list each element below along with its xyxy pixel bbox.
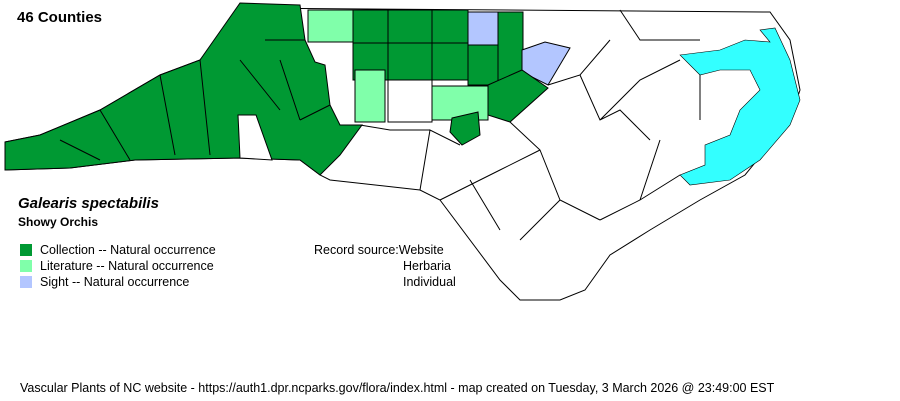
county-empty-buncombe xyxy=(237,114,273,161)
record-source-individual: Individual xyxy=(403,275,456,289)
record-source-herbaria: Herbaria xyxy=(403,259,451,273)
county-empty-1 xyxy=(387,79,433,123)
legend-swatch-collection xyxy=(20,244,32,256)
county-sight-2 xyxy=(521,41,571,86)
county-literature-2 xyxy=(354,69,386,123)
legend-swatch-literature xyxy=(20,260,32,272)
legend: Collection -- Natural occurrence Literat… xyxy=(20,242,216,290)
footer-credit: Vascular Plants of NC website - https://… xyxy=(20,381,775,395)
county-lines xyxy=(59,9,701,241)
legend-label: Literature -- Natural occurrence xyxy=(40,259,214,273)
scientific-name: Galearis spectabilis xyxy=(18,195,159,212)
legend-item-literature: Literature -- Natural occurrence xyxy=(20,258,216,274)
legend-label: Sight -- Natural occurrence xyxy=(40,275,190,289)
county-collection-wake xyxy=(487,69,549,123)
county-collection-north xyxy=(352,9,469,81)
legend-swatch-sight xyxy=(20,276,32,288)
common-name: Showy Orchis xyxy=(18,215,99,229)
county-count: 46 Counties xyxy=(17,9,103,26)
pamlico-albemarle-sound xyxy=(679,27,801,186)
county-sight-1 xyxy=(467,11,499,46)
record-source: Record source:Website Herbaria Individua… xyxy=(314,242,456,290)
county-literature-1 xyxy=(307,9,354,43)
county-collection-north-2 xyxy=(467,44,499,86)
record-source-label: Record source: xyxy=(314,243,399,257)
record-source-website: Website xyxy=(398,243,444,257)
legend-label: Collection -- Natural occurrence xyxy=(40,243,216,257)
legend-item-collection: Collection -- Natural occurrence xyxy=(20,242,216,258)
county-collection-4 xyxy=(449,111,481,146)
county-literature-3 xyxy=(431,85,489,121)
legend-item-sight: Sight -- Natural occurrence xyxy=(20,274,216,290)
